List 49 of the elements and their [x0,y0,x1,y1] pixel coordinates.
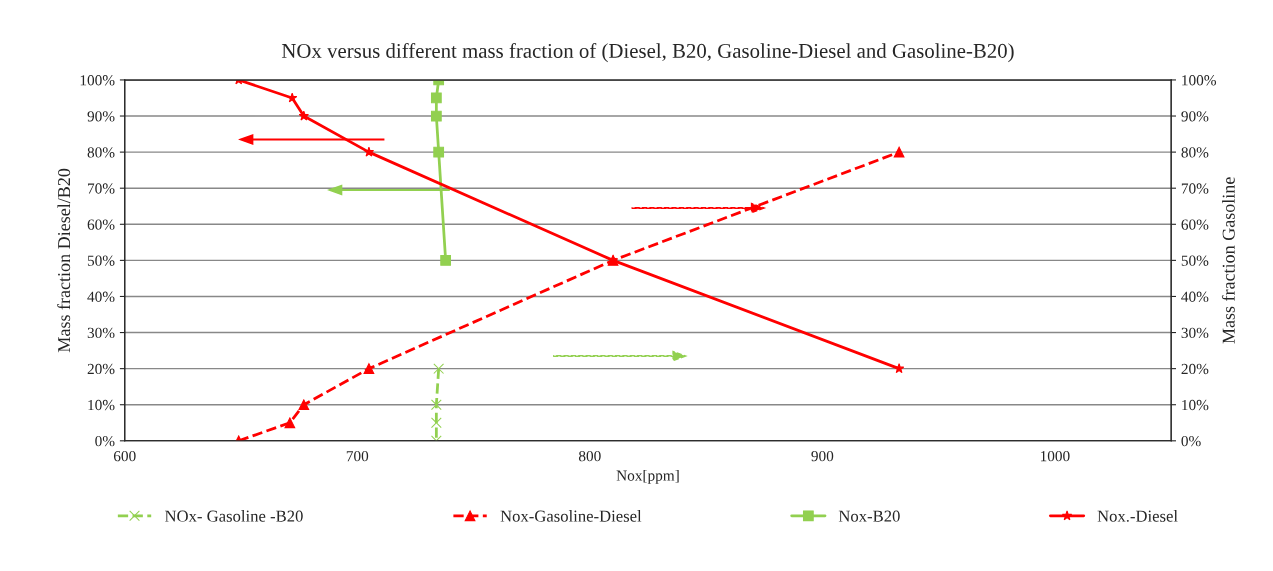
y-tick-label: 100% [80,75,115,86]
legend-label: Nox-Gasoline-Diesel [500,510,642,522]
y-tick-label: 10% [88,399,115,411]
x-tick-label: 600 [113,450,136,462]
y-tick-label: 40% [87,291,115,302]
x-tick-label: 1000 [1040,450,1070,462]
point [363,146,375,157]
point [433,363,445,375]
point [284,417,296,429]
point [430,110,442,122]
y2-tick-label: 40% [1181,291,1209,302]
y2-tick-label: 50% [1181,255,1209,266]
point [430,399,442,411]
point [440,255,452,266]
x-tick-label: 800 [578,450,601,462]
y-tick-label: 60% [87,219,115,230]
point [287,92,298,103]
point [433,146,445,158]
y-tick-label: 0% [95,435,115,447]
y-tick-label: 50% [87,255,115,266]
y2-tick-label: 10% [1182,399,1209,411]
y-axis-title: Mass fraction Diesel/B20 [57,168,71,353]
y2-tick-label: 80% [1181,147,1209,158]
point [298,399,310,411]
x-tick-label: 700 [346,450,369,462]
x-tick-label: 900 [811,450,834,462]
y-tick-label: 30% [87,327,115,339]
y2-tick-label: 100% [1182,75,1216,86]
y2-tick-label: 0% [1181,435,1201,447]
y2-tick-label: 70% [1181,183,1209,194]
y2-tick-label: 60% [1181,219,1209,230]
y-tick-label: 70% [88,183,115,194]
y2-tick-label: 30% [1181,327,1209,339]
y2-axis-title: Mass fraction Gasoline [1221,177,1235,344]
legend-label: Nox.-Diesel [1097,510,1178,522]
y-tick-label: 80% [87,147,115,158]
point [430,417,442,429]
point [430,92,442,104]
y-tick-label: 20% [87,363,115,375]
y2-tick-label: 20% [1181,363,1209,375]
legend-label: NOx- Gasoline -B20 [165,510,303,522]
chart-title: NOx versus different mass fraction of (Diesel, B20, Gasoline-Diesel and Gasoline-B20) [281,43,1014,63]
point [298,110,309,121]
x-axis-title: Nox[ppm] [616,469,679,484]
point [893,146,905,158]
y-tick-label: 90% [87,111,115,122]
y2-tick-label: 90% [1181,111,1209,122]
point [363,363,375,375]
legend-label: Nox-B20 [838,510,900,522]
